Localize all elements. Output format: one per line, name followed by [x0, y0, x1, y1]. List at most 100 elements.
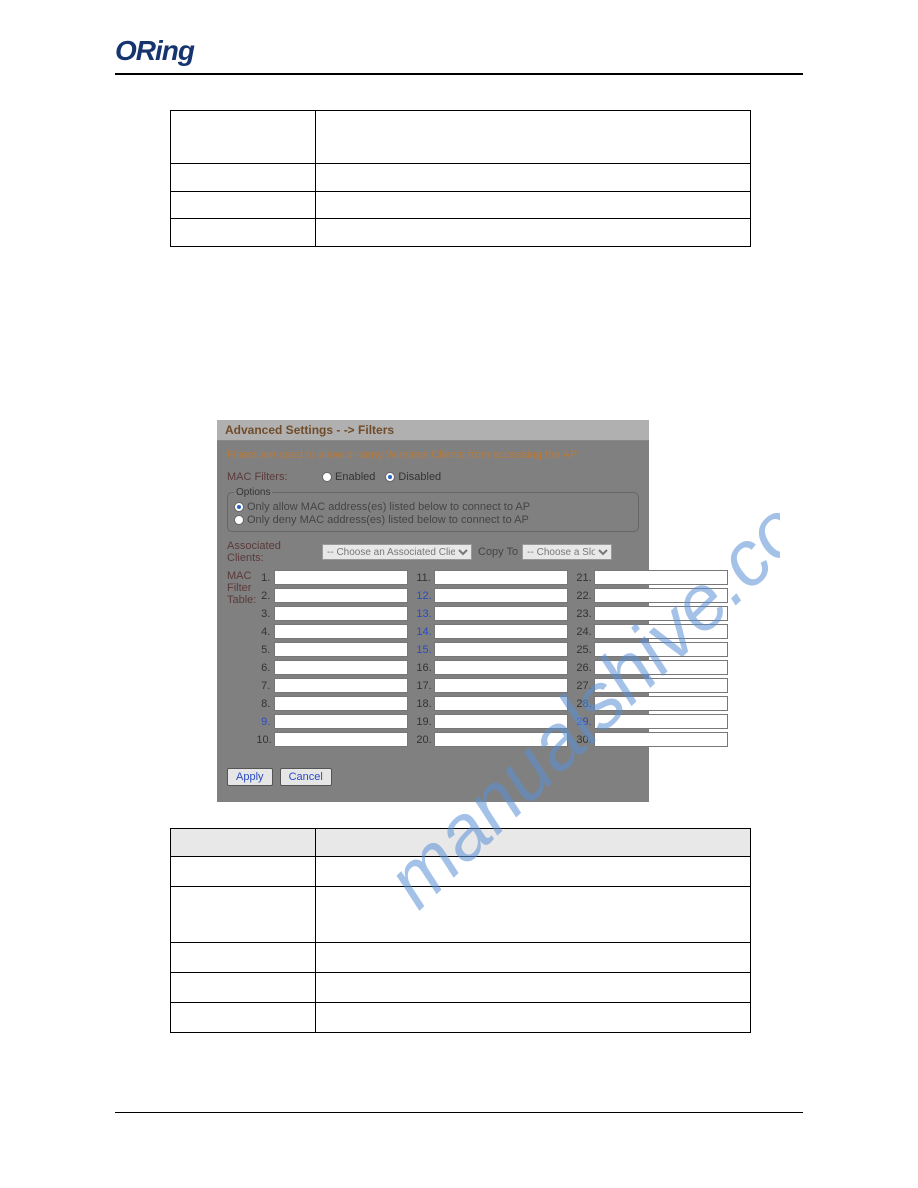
copy-to-label: Copy To — [478, 546, 518, 558]
mac-row: 29. — [576, 714, 728, 729]
apply-button[interactable]: Apply — [227, 768, 273, 786]
mac-row: 7. — [256, 678, 408, 693]
mac-input[interactable] — [594, 732, 728, 747]
mac-row: 4. — [256, 624, 408, 639]
mac-input[interactable] — [434, 660, 568, 675]
enabled-label: Enabled — [335, 471, 375, 483]
mac-row-number: 18. — [416, 698, 434, 710]
mac-row-number: 1. — [256, 572, 274, 584]
associated-client-select[interactable]: -- Choose an Associated Client -- — [322, 544, 472, 560]
mac-filters-label: MAC Filters: — [227, 471, 322, 483]
mac-row-number: 29. — [576, 716, 594, 728]
mac-input[interactable] — [274, 678, 408, 693]
mac-input[interactable] — [594, 678, 728, 693]
disabled-label: Disabled — [398, 471, 441, 483]
mac-input[interactable] — [274, 606, 408, 621]
mac-input[interactable] — [434, 714, 568, 729]
mac-row-number: 10. — [256, 734, 274, 746]
top-table — [170, 110, 751, 247]
mac-row-number: 21. — [576, 572, 594, 584]
mac-row: 13. — [416, 606, 568, 621]
mac-row: 1. — [256, 570, 408, 585]
brand-logo: ORing — [115, 35, 803, 67]
mac-table-label: MAC Filter Table: — [227, 570, 256, 750]
mac-input[interactable] — [434, 678, 568, 693]
mac-row: 27. — [576, 678, 728, 693]
mac-input[interactable] — [274, 624, 408, 639]
mac-row: 24. — [576, 624, 728, 639]
mac-input[interactable] — [274, 732, 408, 747]
disabled-radio[interactable] — [385, 472, 395, 482]
mac-row: 19. — [416, 714, 568, 729]
mac-row-number: 17. — [416, 680, 434, 692]
allow-label: Only allow MAC address(es) listed below … — [247, 501, 530, 513]
mac-row: 11. — [416, 570, 568, 585]
panel-title: Advanced Settings - -> Filters — [217, 420, 649, 441]
mac-input[interactable] — [274, 714, 408, 729]
mac-row-number: 5. — [256, 644, 274, 656]
bottom-table — [170, 828, 751, 1033]
mac-row-number: 12. — [416, 590, 434, 602]
mac-row-number: 7. — [256, 680, 274, 692]
mac-row: 23. — [576, 606, 728, 621]
mac-row: 10. — [256, 732, 408, 747]
header-divider — [115, 73, 803, 75]
mac-input[interactable] — [594, 642, 728, 657]
mac-row: 3. — [256, 606, 408, 621]
mac-row-number: 30. — [576, 734, 594, 746]
mac-input[interactable] — [434, 588, 568, 603]
mac-row-number: 22. — [576, 590, 594, 602]
mac-input[interactable] — [434, 642, 568, 657]
mac-input[interactable] — [594, 606, 728, 621]
mac-row-number: 11. — [416, 572, 434, 584]
slot-select[interactable]: -- Choose a Slot -- — [522, 544, 612, 560]
mac-input[interactable] — [434, 570, 568, 585]
mac-row: 30. — [576, 732, 728, 747]
mac-row: 21. — [576, 570, 728, 585]
mac-row-number: 16. — [416, 662, 434, 674]
mac-input[interactable] — [274, 660, 408, 675]
assoc-label-1: Associated — [227, 540, 322, 552]
mac-row: 2. — [256, 588, 408, 603]
mac-input[interactable] — [274, 588, 408, 603]
mac-row-number: 14. — [416, 626, 434, 638]
mac-input[interactable] — [594, 588, 728, 603]
mac-row-number: 23. — [576, 608, 594, 620]
cancel-button[interactable]: Cancel — [280, 768, 332, 786]
mac-row-number: 28. — [576, 698, 594, 710]
mac-row-number: 4. — [256, 626, 274, 638]
mac-row-number: 9. — [256, 716, 274, 728]
enabled-radio[interactable] — [322, 472, 332, 482]
mac-input[interactable] — [594, 624, 728, 639]
mac-input[interactable] — [274, 642, 408, 657]
intro-text: Filters are used to allow or deny Wirele… — [227, 449, 639, 461]
mac-input[interactable] — [274, 570, 408, 585]
mac-input[interactable] — [274, 696, 408, 711]
mac-input[interactable] — [434, 624, 568, 639]
mac-row-number: 27. — [576, 680, 594, 692]
mac-input[interactable] — [594, 714, 728, 729]
mac-row: 20. — [416, 732, 568, 747]
mac-row: 9. — [256, 714, 408, 729]
mac-row: 5. — [256, 642, 408, 657]
allow-radio[interactable] — [234, 502, 244, 512]
options-fieldset: Options Only allow MAC address(es) liste… — [227, 487, 639, 532]
deny-label: Only deny MAC address(es) listed below t… — [247, 514, 529, 526]
mac-row-number: 26. — [576, 662, 594, 674]
mac-row-number: 8. — [256, 698, 274, 710]
mac-input[interactable] — [594, 570, 728, 585]
mac-input[interactable] — [434, 696, 568, 711]
mac-row-number: 25. — [576, 644, 594, 656]
mac-input[interactable] — [594, 696, 728, 711]
mac-row-number: 24. — [576, 626, 594, 638]
mac-row: 26. — [576, 660, 728, 675]
mac-row: 22. — [576, 588, 728, 603]
mac-input[interactable] — [434, 732, 568, 747]
mac-row: 15. — [416, 642, 568, 657]
mac-input[interactable] — [594, 660, 728, 675]
mac-row: 16. — [416, 660, 568, 675]
options-legend: Options — [234, 487, 272, 498]
assoc-label-2: Clients: — [227, 552, 322, 564]
deny-radio[interactable] — [234, 515, 244, 525]
mac-input[interactable] — [434, 606, 568, 621]
